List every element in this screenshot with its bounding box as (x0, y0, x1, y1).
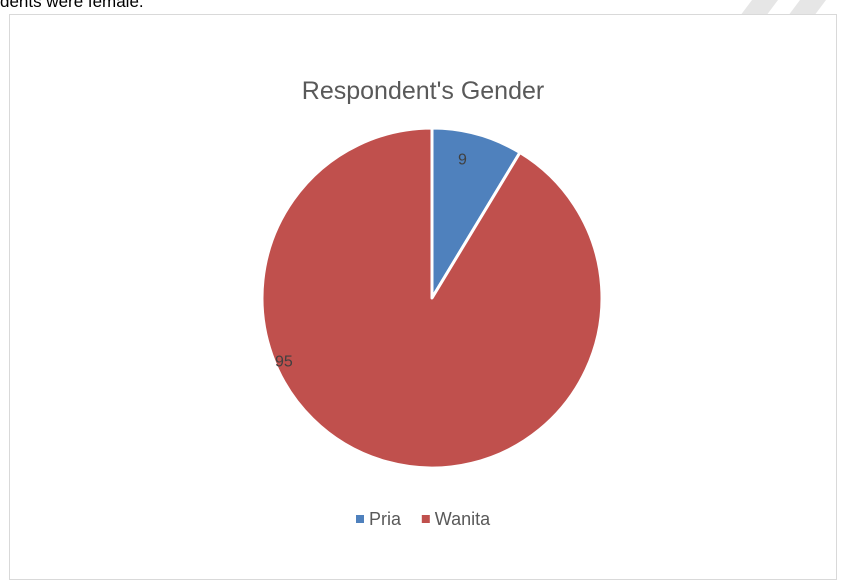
body-text-fragment: dents were female. (0, 0, 144, 11)
decorative-stripes (740, 0, 826, 16)
data-label-wanita: 95 (275, 353, 293, 370)
pie-data-labels: 9 95 (275, 151, 467, 370)
pie-slices (260, 126, 604, 470)
legend-label-pria: Pria (369, 509, 402, 529)
chart-title: Respondent's Gender (302, 77, 544, 105)
data-label-pria: 9 (458, 151, 467, 168)
chart-container: Respondent's Gender 9 95 Pria Wanita (9, 14, 837, 580)
pie-slice-wanita (260, 126, 604, 470)
pie-slice-pria (430, 126, 522, 300)
pie-chart: Respondent's Gender 9 95 Pria Wanita (260, 77, 604, 529)
legend-swatch-wanita (421, 515, 430, 523)
legend-label-wanita: Wanita (435, 509, 491, 529)
legend-swatch-pria (356, 515, 364, 523)
chart-legend: Pria Wanita (356, 509, 491, 529)
